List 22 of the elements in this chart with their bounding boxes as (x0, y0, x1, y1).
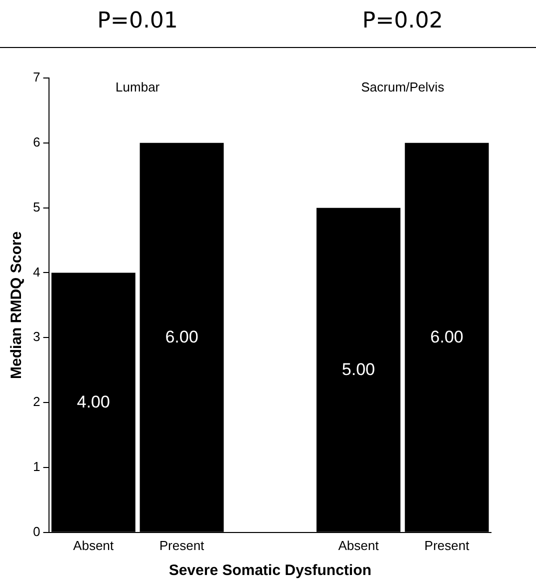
data-label: 6.00 (165, 327, 198, 346)
data-label: 5.00 (342, 360, 376, 379)
x-axis-title: Severe Somatic Dysfunction (168, 562, 372, 580)
x-tick-label: Present (424, 538, 470, 553)
y-axis-title: Median RMDQ Score (8, 231, 26, 379)
x-tick-label: Absent (73, 538, 114, 553)
text: P=0.01 (97, 8, 178, 34)
annotation: Lumbar (116, 80, 160, 95)
annotation: Sacrum/Pelvis (361, 80, 445, 95)
y-tick-label: 7 (32, 70, 40, 85)
y-tick-label: 4 (32, 264, 40, 280)
y-tick-label: 1 (32, 459, 40, 474)
x-tick-label: Absent (338, 538, 380, 553)
y-tick-label: 2 (32, 394, 40, 410)
data-label: 4.00 (76, 392, 110, 412)
y-tick-label: 3 (32, 329, 40, 344)
y-tick-label: 6 (32, 134, 40, 150)
y-tick-label: 5 (32, 199, 40, 214)
x-tick-label: Present (159, 538, 205, 553)
text: P=0.02 (362, 8, 443, 34)
data-label: 6.00 (430, 327, 464, 346)
y-tick-label: 0 (32, 524, 40, 539)
